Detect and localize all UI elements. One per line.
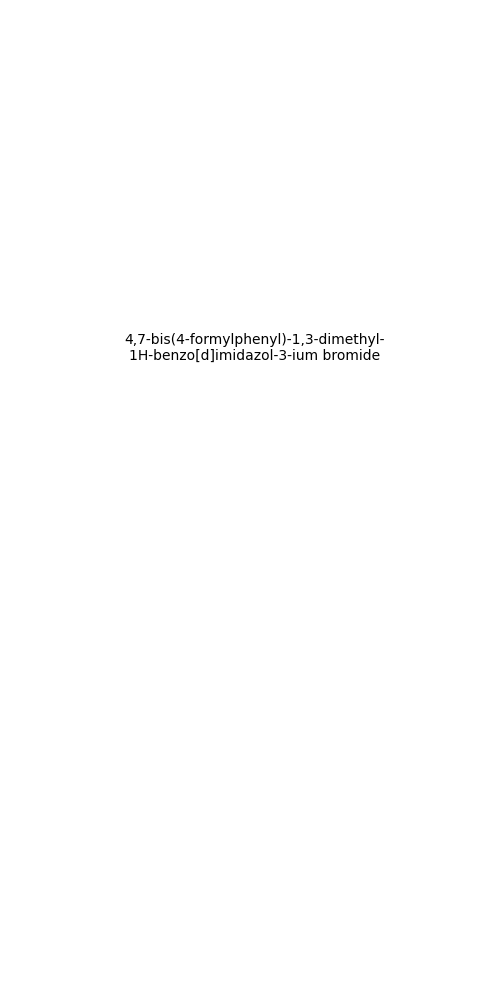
Text: 4,7-bis(4-formylphenyl)-1,3-dimethyl-
1H-benzo[d]imidazol-3-ium bromide: 4,7-bis(4-formylphenyl)-1,3-dimethyl- 1H… <box>124 333 384 363</box>
